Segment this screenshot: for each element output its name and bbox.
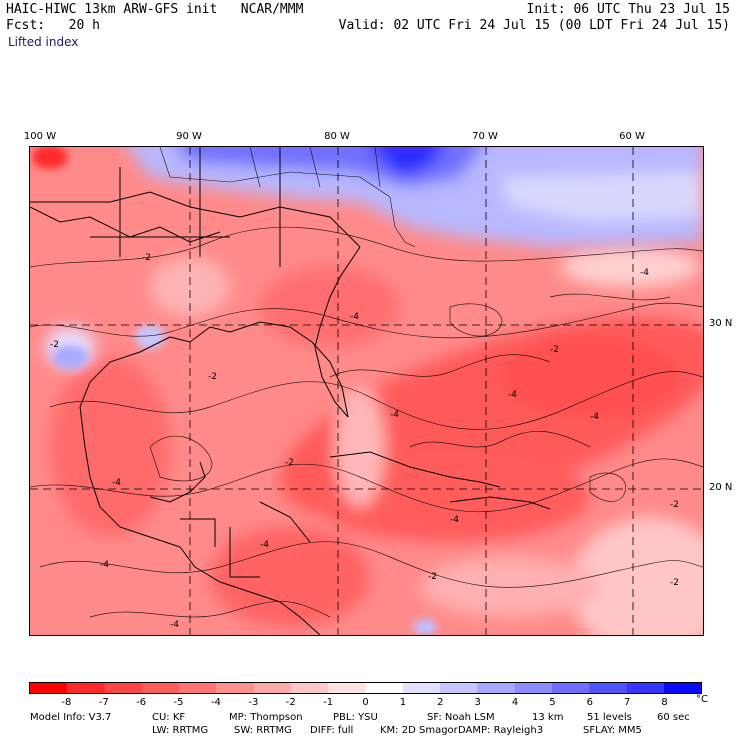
lifted-index-map: -2 -4 -2 -4 -2 -4 -2 -4 -4 -4 -2 -4 -2 -… [29, 146, 704, 636]
footer-lw: LW: RRTMG [152, 725, 209, 736]
colorbar-bin [589, 683, 627, 693]
init-time: Init: 06 UTC Thu 23 Jul 15 [526, 2, 731, 17]
contour-label: -4 [450, 515, 459, 525]
colorbar-tick-label: 4 [511, 697, 519, 708]
contour-label: -4 [112, 478, 121, 488]
contour-label: -4 [390, 410, 399, 420]
contour-label: -4 [640, 268, 649, 278]
contour-label: -2 [670, 578, 679, 588]
colorbar-bin [328, 683, 366, 693]
colorbar-tick-label: -7 [98, 697, 109, 708]
contour-label: -4 [100, 560, 109, 570]
colorbar-bin [30, 683, 68, 693]
colorbar-tick-label: -1 [323, 697, 334, 708]
footer-timestep: 60 sec [657, 712, 690, 723]
colorbar-bin [626, 683, 664, 693]
field-name: Lifted index [8, 35, 79, 49]
colorbar-bin [514, 683, 552, 693]
lon-label-100w: 100 W [23, 131, 57, 142]
colorbar-bin [663, 683, 702, 693]
colorbar-bin [179, 683, 217, 693]
contour-label: -4 [590, 412, 599, 422]
contour-label: -4 [508, 390, 517, 400]
colorbar-tick-label: 3 [474, 697, 481, 708]
contour-label: -2 [550, 345, 559, 355]
colorbar-tick-label: -4 [210, 697, 221, 708]
colorbar-tick-label: 5 [549, 697, 556, 708]
colorbar-tick-label: -5 [173, 697, 184, 708]
lat-label-20n: 20 N [709, 482, 733, 493]
colorbar-bin [551, 683, 590, 693]
colorbar-tick-label: -8 [61, 697, 72, 708]
contour-label: -2 [285, 458, 294, 468]
footer-sf: SF: Noah LSM [427, 712, 495, 723]
footer-sw: SW: RRTMG [234, 725, 292, 736]
footer-resolution: 13 km [532, 712, 564, 723]
contour-label: -4 [170, 620, 179, 630]
contour-label: -2 [670, 500, 679, 510]
colorbar [29, 682, 702, 694]
colorbar-tick-label: -2 [285, 697, 296, 708]
contour-label: -2 [50, 340, 59, 350]
colorbar-unit: °C [696, 694, 708, 705]
colorbar-tick-label: -3 [248, 697, 259, 708]
lat-label-30n: 30 N [709, 318, 733, 329]
footer-km: KM: 2D Smagor [380, 725, 458, 736]
colorbar-tick-label: 2 [437, 697, 444, 708]
contour-label: -2 [428, 572, 437, 582]
lon-label-80w: 80 W [324, 131, 350, 142]
lon-label-60w: 60 W [619, 131, 645, 142]
footer-damp: DAMP: Rayleigh3 [458, 725, 544, 736]
colorbar-bin [440, 683, 478, 693]
footer-sflay: SFLAY: MM5 [583, 725, 642, 736]
contour-label: -2 [142, 253, 151, 263]
model-title: HAIC-HIWC 13km ARW-GFS init NCAR/MMM [6, 2, 304, 17]
lon-label-90w: 90 W [176, 131, 202, 142]
footer-mp: MP: Thompson [229, 712, 303, 723]
footer-model-info: Model Info: V3.7 [30, 712, 112, 723]
colorbar-bin [402, 683, 441, 693]
contour-label: -4 [260, 540, 269, 550]
colorbar-tick-label: 7 [624, 697, 631, 708]
colorbar-bin [104, 683, 142, 693]
colorbar-tick-label: -6 [136, 697, 147, 708]
colorbar-bin [141, 683, 180, 693]
lon-label-70w: 70 W [472, 131, 498, 142]
contour-label: -2 [208, 372, 217, 382]
colorbar-bin [67, 683, 105, 693]
colorbar-bin [290, 683, 329, 693]
colorbar-tick-label: 0 [362, 697, 369, 708]
colorbar-tick-label: 1 [399, 697, 407, 708]
contour-label: -4 [350, 312, 359, 322]
colorbar-bin [477, 683, 515, 693]
footer-levels: 51 levels [587, 712, 632, 723]
footer-diff: DIFF: full [310, 725, 354, 736]
colorbar-tick-label: 6 [586, 697, 594, 708]
footer-pbl: PBL: YSU [333, 712, 378, 723]
footer-cu: CU: KF [152, 712, 186, 723]
colorbar-tick-label: 8 [661, 697, 668, 708]
colorbar-bin [365, 683, 403, 693]
valid-time: Valid: 02 UTC Fri 24 Jul 15 (00 LDT Fri … [338, 18, 730, 33]
forecast-hour: Fcst: 20 h [6, 18, 100, 33]
colorbar-bin [253, 683, 291, 693]
colorbar-bin [216, 683, 254, 693]
